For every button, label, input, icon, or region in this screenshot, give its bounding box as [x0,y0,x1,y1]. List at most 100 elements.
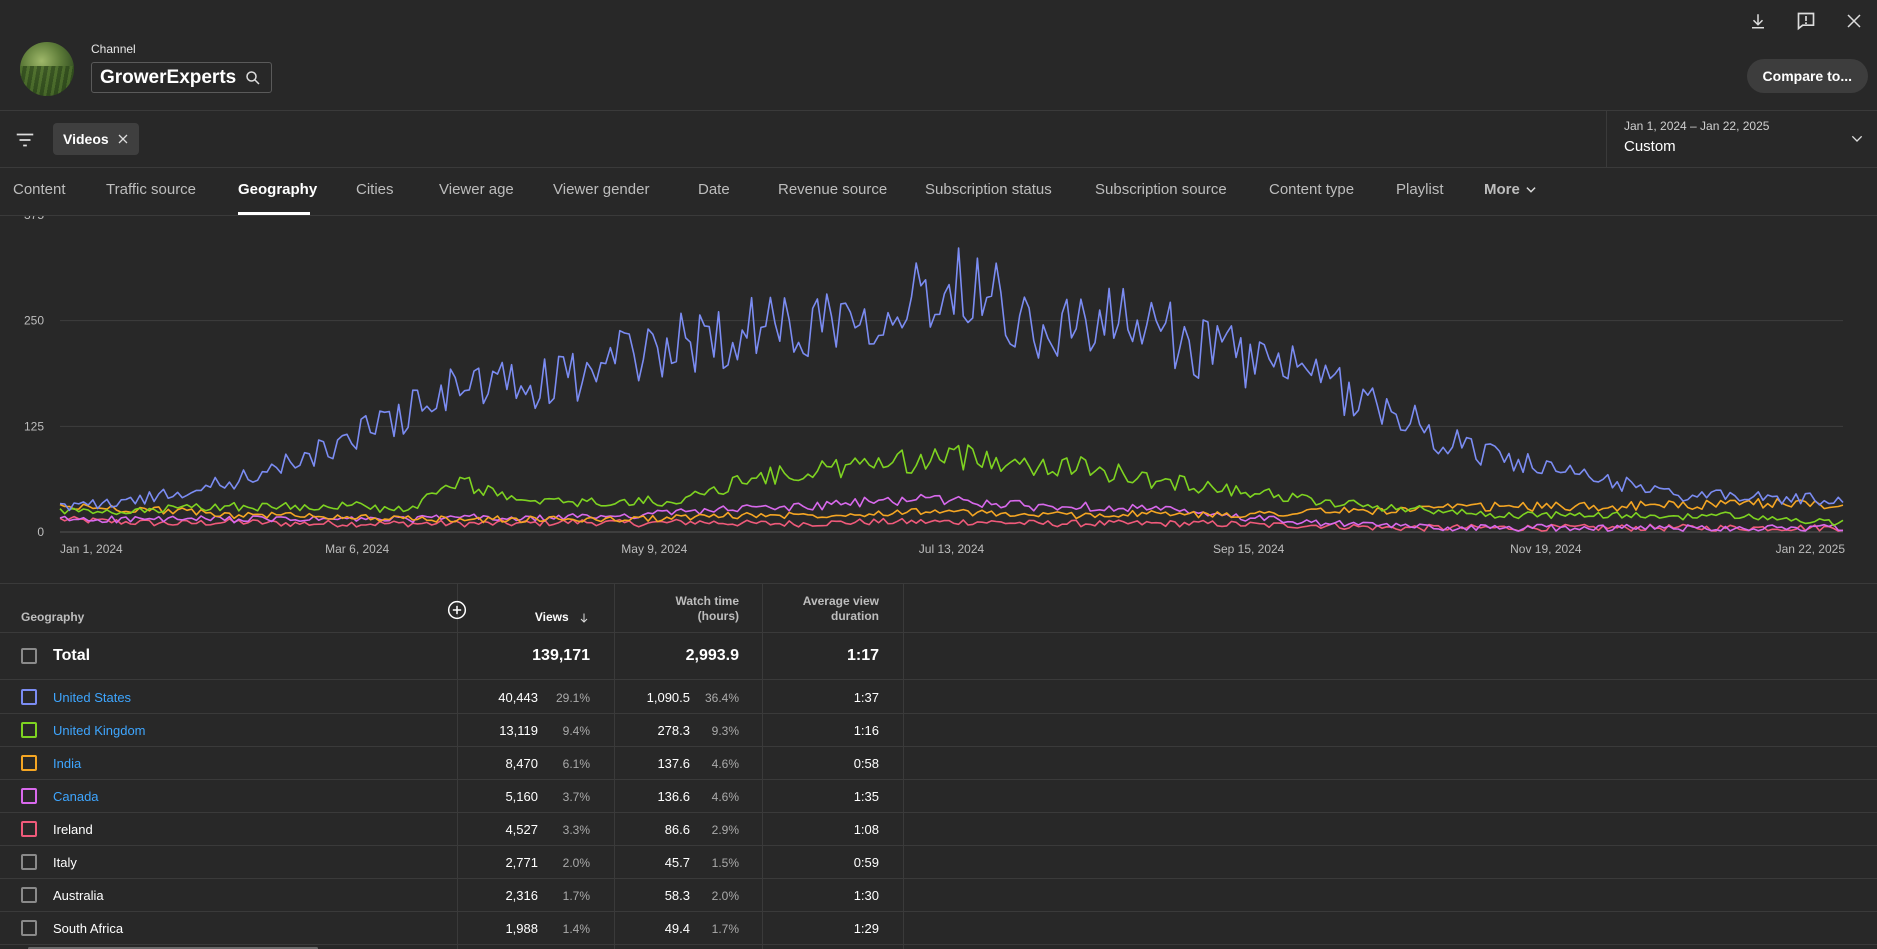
sort-down-icon[interactable] [578,612,590,624]
row-name: Australia [53,888,104,903]
row-views-pct: 6.1% [562,757,590,771]
y-tick-label: 125 [24,419,44,433]
column-header-watch-time[interactable]: Watch time (hours) [675,594,739,624]
row-name[interactable]: United States [53,690,132,705]
row-watch-pct: 2.9% [711,823,739,837]
row-views: 2,771 [505,855,538,870]
tab-geography[interactable]: Geography [238,181,318,198]
chevron-down-icon [1526,187,1536,193]
tab-cities[interactable]: Cities [356,181,394,198]
download-icon[interactable] [1745,8,1771,34]
row-name: Italy [53,855,77,870]
row-checkbox[interactable] [21,920,37,936]
row-views: 8,470 [505,756,538,771]
channel-selector[interactable]: GrowerExperts [91,62,272,93]
tab-viewer-age[interactable]: Viewer age [439,181,514,198]
table-row: Australia 2,316 1.7% 58.3 2.0% 1:30 [0,879,1877,912]
row-watch-time: 136.6 [657,789,690,804]
dimension-tabs: Content Traffic source Geography Cities … [0,168,1877,216]
row-watch-time: 1,090.5 [646,690,690,705]
table-row: United Kingdom 13,119 9.4% 278.3 9.3% 1:16 [0,714,1877,747]
tab-more[interactable]: More [1484,181,1538,198]
series-line-canada [59,493,1844,532]
row-views: 40,443 [498,690,538,705]
close-icon[interactable] [117,133,129,145]
row-watch-pct: 36.4% [704,691,739,705]
tab-traffic-source[interactable]: Traffic source [106,181,197,198]
tab-subscription-source[interactable]: Subscription source [1095,181,1227,198]
row-watch-time: 278.3 [657,723,690,738]
column-header-geography[interactable]: Geography [21,610,85,624]
horizontal-scrollbar[interactable] [28,947,318,949]
row-watch-time: 86.6 [664,822,690,837]
x-tick-label: Jan 1, 2024 [60,542,123,556]
search-icon[interactable] [244,69,262,87]
geography-line-chart: 0 125 250 375 Jan 1, 2024 Mar 6, 2024 May 9, 2… [0,208,1877,583]
filter-icon[interactable] [14,129,36,151]
tab-playlist[interactable]: Playlist [1396,181,1444,198]
checkbox-total[interactable] [21,648,37,664]
series-line-ireland [59,515,1844,532]
row-checkbox[interactable] [21,788,37,804]
column-header-avg-duration[interactable]: Average view duration [803,594,879,624]
row-checkbox[interactable] [21,821,37,837]
column-header-views[interactable]: Views [535,610,590,625]
header-bar: Channel GrowerExperts Compare to... [0,0,1877,111]
tab-date[interactable]: Date [698,181,730,198]
y-tick-label: 250 [24,314,44,328]
row-name: Ireland [53,822,93,837]
row-checkbox[interactable] [21,722,37,738]
row-views: 5,160 [505,789,538,804]
row-watch-pct: 4.6% [711,790,739,804]
total-avg-duration: 1:17 [846,647,879,664]
row-avg-duration: 1:30 [853,888,879,903]
row-watch-time: 49.4 [664,921,690,936]
row-views-pct: 29.1% [555,691,590,705]
filter-chip-videos[interactable]: Videos [53,123,139,155]
row-views: 2,316 [505,888,538,903]
row-checkbox[interactable] [21,854,37,870]
filter-chip-label: Videos [63,131,109,147]
close-icon[interactable] [1841,8,1867,34]
chart-svg: 0 125 250 375 Jan 1, 2024 Mar 6, 2024 May 9, 2… [24,208,1845,556]
table-row-total: Total 139,171 2,993.9 1:17 [0,633,1877,680]
watch-time-header-line2: (hours) [697,609,739,623]
row-watch-time: 137.6 [657,756,690,771]
row-views-pct: 9.4% [562,724,590,738]
date-range-picker[interactable]: Jan 1, 2024 – Jan 22, 2025 Custom [1606,111,1877,168]
feedback-icon[interactable] [1793,8,1819,34]
tab-revenue-source[interactable]: Revenue source [778,181,888,198]
x-tick-label: Jul 13, 2024 [919,542,985,556]
row-checkbox[interactable] [21,755,37,771]
x-tick-label: Sep 15, 2024 [1213,542,1285,556]
row-name[interactable]: Canada [53,789,99,804]
filter-row: Videos Jan 1, 2024 – Jan 22, 2025 Custom [0,111,1877,168]
row-checkbox[interactable] [21,689,37,705]
geography-table: Geography Views Watch time (hours) Avera… [0,583,1877,949]
tab-viewer-gender[interactable]: Viewer gender [553,181,650,198]
row-avg-duration: 1:37 [853,690,879,705]
row-name[interactable]: India [53,756,82,771]
row-checkbox[interactable] [21,887,37,903]
row-watch-pct: 1.5% [711,856,739,870]
row-views: 1,988 [505,921,538,936]
row-name[interactable]: United Kingdom [53,723,146,738]
total-watch-time: 2,993.9 [685,647,739,664]
channel-caption: Channel [91,42,136,56]
tab-content[interactable]: Content [13,181,66,198]
channel-avatar [20,42,74,96]
row-watch-time: 45.7 [664,855,690,870]
row-watch-pct: 4.6% [711,757,739,771]
chevron-down-icon [1851,135,1863,142]
tab-subscription-status[interactable]: Subscription status [925,181,1052,198]
compare-button[interactable]: Compare to... [1746,59,1868,93]
row-watch-pct: 1.7% [711,922,739,936]
active-tab-indicator [238,212,310,215]
row-watch-pct: 2.0% [711,889,739,903]
total-views: 139,171 [532,647,590,664]
date-range-text: Jan 1, 2024 – Jan 22, 2025 [1624,119,1770,133]
row-views-pct: 2.0% [562,856,590,870]
views-header-label: Views [534,610,569,624]
tab-content-type[interactable]: Content type [1269,181,1355,198]
add-column-icon[interactable] [447,600,467,620]
